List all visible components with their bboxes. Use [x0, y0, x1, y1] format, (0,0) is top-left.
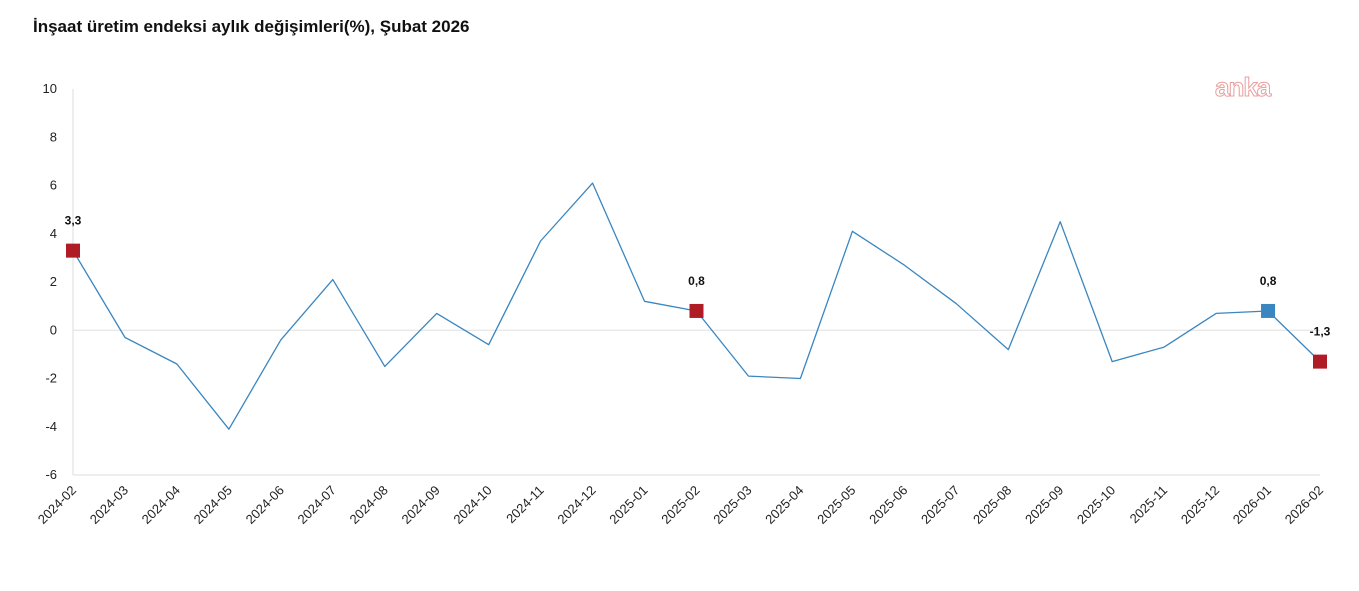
x-tick-label: 2025-06	[866, 483, 910, 527]
x-tick-label: 2024-07	[295, 483, 339, 527]
highlight-marker	[66, 243, 80, 258]
x-tick-label: 2024-11	[503, 483, 547, 527]
data-label: -1,3	[1310, 325, 1331, 339]
x-tick-label: 2024-06	[243, 483, 287, 527]
highlight-marker	[689, 303, 704, 318]
y-tick-labels: 10 8 6 4 2 0 -2 -4 -6	[43, 81, 57, 482]
y-tick-label: -2	[45, 371, 57, 386]
highlight-marker	[1261, 303, 1276, 318]
y-tick-label: -4	[45, 419, 57, 434]
data-label: 0,8	[1260, 274, 1277, 288]
highlight-marker	[1313, 354, 1327, 369]
x-tick-label: 2026-02	[1282, 483, 1326, 527]
y-tick-label: 2	[50, 274, 57, 289]
x-tick-label: 2025-07	[918, 483, 962, 527]
x-tick-label: 2024-04	[139, 483, 183, 527]
x-tick-label: 2025-03	[710, 483, 754, 527]
x-tick-label: 2025-01	[606, 483, 650, 527]
x-tick-label: 2026-01	[1230, 483, 1274, 527]
x-tick-label: 2025-05	[814, 483, 858, 527]
highlight-markers: 3,3 0,8 0,8 -1,3	[65, 214, 1331, 369]
x-tick-label: 2024-08	[347, 483, 391, 527]
y-tick-label: 0	[50, 322, 57, 337]
chart-axes	[72, 89, 1320, 476]
x-tick-label: 2024-02	[35, 483, 79, 527]
x-tick-label: 2024-03	[87, 483, 131, 527]
x-tick-label: 2025-10	[1074, 483, 1118, 527]
y-tick-label: -6	[45, 467, 57, 482]
x-tick-label: 2024-12	[554, 483, 598, 527]
x-tick-label: 2025-02	[658, 483, 702, 527]
y-tick-label: 10	[43, 81, 57, 96]
x-tick-label: 2025-04	[762, 483, 806, 527]
data-label: 3,3	[65, 214, 82, 228]
x-tick-label: 2024-09	[398, 483, 442, 527]
anka-logo: anka	[1214, 72, 1271, 103]
x-tick-label: 2025-09	[1022, 483, 1066, 527]
y-tick-label: 4	[50, 226, 57, 241]
x-tick-label: 2025-11	[1127, 483, 1171, 527]
chart-title: İnşaat üretim endeksi aylık değişimleri(…	[33, 17, 470, 36]
x-tick-labels: 2024-02 2024-03 2024-04 2024-05 2024-06 2024-…	[35, 483, 1326, 527]
y-tick-label: 8	[50, 129, 57, 144]
x-tick-label: 2025-08	[970, 483, 1014, 527]
x-tick-label: 2025-12	[1178, 483, 1222, 527]
data-label: 0,8	[688, 274, 705, 288]
x-tick-label: 2024-10	[450, 483, 494, 527]
x-tick-label: 2024-05	[191, 483, 235, 527]
y-tick-label: 6	[50, 178, 57, 193]
